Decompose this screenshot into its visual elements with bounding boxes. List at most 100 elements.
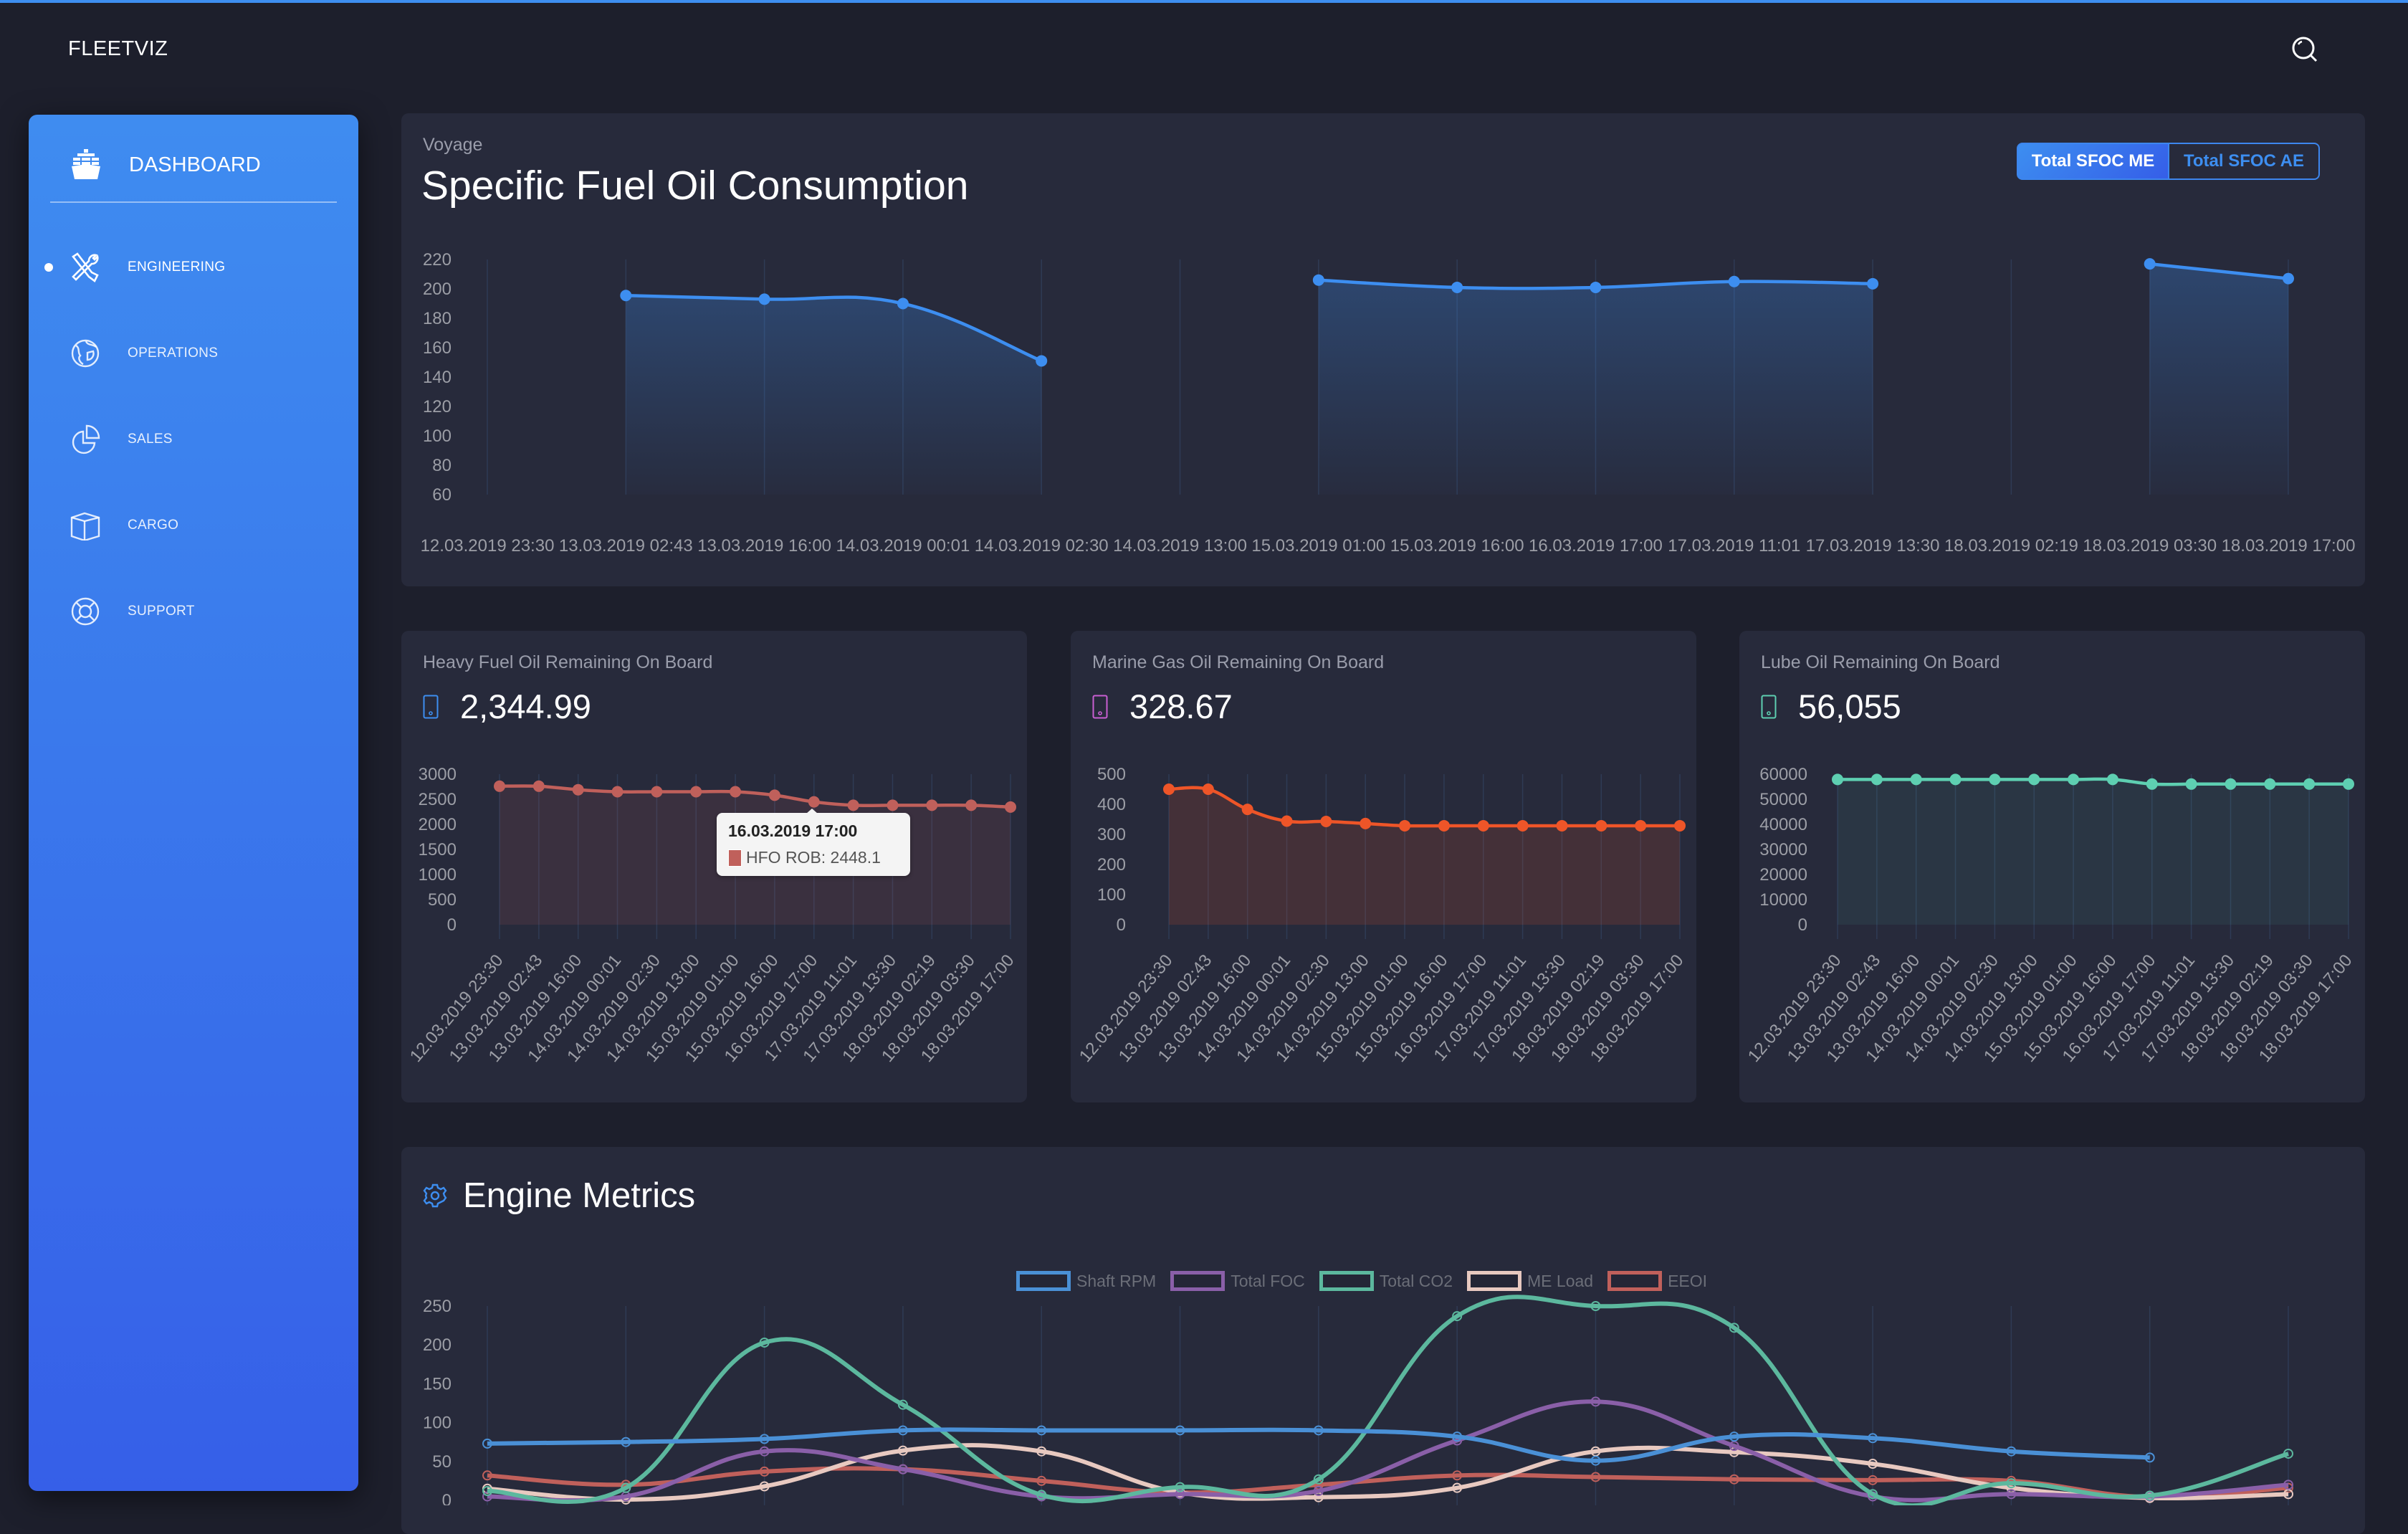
app-brand: FLEETVIZ (68, 37, 168, 60)
y-tick-label: 150 (423, 1374, 452, 1394)
y-tick-label: 400 (1097, 795, 1126, 814)
data-point (926, 799, 938, 811)
legend-item[interactable]: ME Load (1467, 1271, 1593, 1291)
y-tick-label: 500 (1097, 765, 1126, 784)
y-tick-label: 40000 (1759, 815, 1807, 834)
data-point (1868, 1475, 1878, 1485)
toggle-total-sfoc-me[interactable]: Total SFOC ME (2017, 143, 2169, 180)
y-tick-label: 0 (1117, 915, 1126, 935)
data-point (1452, 1470, 1463, 1481)
data-point (1729, 1431, 1739, 1442)
search-button[interactable] (2290, 34, 2321, 66)
series-area (1838, 778, 2349, 925)
sidebar-dashboard-label: DASHBOARD (129, 153, 261, 176)
y-tick-label: 0 (1798, 915, 1807, 935)
data-point (620, 290, 632, 302)
data-point (621, 1437, 631, 1447)
data-point (482, 1438, 492, 1449)
phone-icon (1092, 695, 1108, 718)
x-tick-label: 13.03.2019 16:00 (697, 536, 831, 556)
data-point (1438, 819, 1450, 832)
sidebar-item-cargo[interactable]: CARGO (29, 500, 358, 551)
data-point (1635, 819, 1647, 832)
x-tick-label: 12.03.2019 23:30 (421, 536, 555, 556)
data-point (1516, 819, 1529, 832)
sidebar-item-label: SALES (128, 432, 173, 447)
data-point (1036, 355, 1048, 367)
y-tick-label: 160 (423, 338, 452, 358)
x-tick-label: 18.03.2019 02:19 (1944, 536, 2078, 556)
y-tick-label: 30000 (1759, 840, 1807, 859)
data-point (1452, 1431, 1463, 1442)
search-icon (2292, 37, 2318, 62)
data-point (1313, 1425, 1324, 1436)
y-tick-label: 300 (1097, 825, 1126, 844)
data-point (1867, 277, 1879, 290)
lube-card: Lube Oil Remaining On Board 56,055 (1739, 631, 2365, 1102)
data-point (611, 786, 624, 798)
y-tick-label: 50000 (1759, 790, 1807, 809)
ship-icon (72, 149, 100, 179)
data-point (1595, 819, 1607, 832)
data-point (758, 293, 770, 305)
y-tick-label: 500 (428, 890, 457, 910)
legend-swatch (1319, 1271, 1374, 1291)
series-line (626, 293, 1043, 363)
sidebar-item-engineering[interactable]: ENGINEERING (29, 242, 358, 292)
data-point (759, 1337, 770, 1348)
data-point (651, 786, 663, 798)
data-point (2264, 778, 2276, 790)
legend-label: ME Load (1527, 1271, 1594, 1290)
legend-item[interactable]: Shaft RPM (1016, 1271, 1156, 1291)
toggle-total-sfoc-ae[interactable]: Total SFOC AE (2169, 143, 2320, 180)
data-point (897, 1399, 908, 1410)
data-point (1241, 804, 1253, 816)
sfoc-toggle-group: Total SFOC ME Total SFOC AE (2017, 143, 2320, 180)
data-point (2006, 1489, 2017, 1500)
sidebar-item-operations[interactable]: OPERATIONS (29, 328, 358, 378)
sidebar-item-label: CARGO (128, 518, 179, 533)
phone-icon (423, 695, 439, 718)
legend-item[interactable]: EEOI (1607, 1271, 1707, 1291)
mgo-value: 328.67 (1129, 687, 1233, 725)
data-point (759, 1466, 770, 1477)
data-point (2068, 773, 2080, 786)
data-point (1452, 1311, 1463, 1322)
y-tick-label: 60000 (1759, 765, 1807, 784)
series-area (1169, 787, 1680, 925)
x-tick-label: 17.03.2019 11:01 (1668, 536, 1800, 556)
y-tick-label: 180 (423, 309, 452, 328)
data-point (1590, 281, 1602, 293)
data-point (1868, 1433, 1878, 1444)
series-area (2149, 264, 2288, 495)
sidebar-dashboard[interactable]: DASHBOARD (72, 143, 261, 186)
hfo-title: Heavy Fuel Oil Remaining On Board (423, 652, 713, 672)
y-tick-label: 220 (423, 250, 452, 270)
hfo-card: Heavy Fuel Oil Remaining On Board 2,344.… (401, 631, 1027, 1102)
data-point (1202, 783, 1214, 795)
data-point (897, 1445, 908, 1456)
legend-item[interactable]: Total CO2 (1319, 1271, 1453, 1291)
data-point (2283, 272, 2294, 285)
y-tick-label: 100 (1097, 885, 1126, 905)
data-point (768, 789, 780, 801)
sidebar-item-support[interactable]: SUPPORT (29, 586, 358, 637)
data-point (1868, 1459, 1878, 1469)
lube-value: 56,055 (1798, 687, 1901, 725)
engine-legend: Shaft RPM Total FOC Total CO2 ME Load EEOI (1016, 1271, 1721, 1291)
data-point (2146, 778, 2158, 790)
legend-swatch (1607, 1271, 1663, 1291)
data-point (759, 1481, 770, 1492)
y-tick-label: 2500 (419, 790, 457, 809)
y-tick-label: 100 (423, 1414, 452, 1433)
sidebar-item-sales[interactable]: SALES (29, 414, 358, 465)
sfoc-title: Specific Fuel Oil Consumption (421, 163, 969, 209)
data-point (2225, 778, 2237, 790)
mgo-title: Marine Gas Oil Remaining On Board (1092, 652, 1385, 672)
legend-item[interactable]: Total FOC (1170, 1271, 1305, 1291)
data-point (897, 1464, 908, 1475)
sidebar-item-label: SUPPORT (128, 604, 195, 619)
data-point (572, 783, 584, 796)
